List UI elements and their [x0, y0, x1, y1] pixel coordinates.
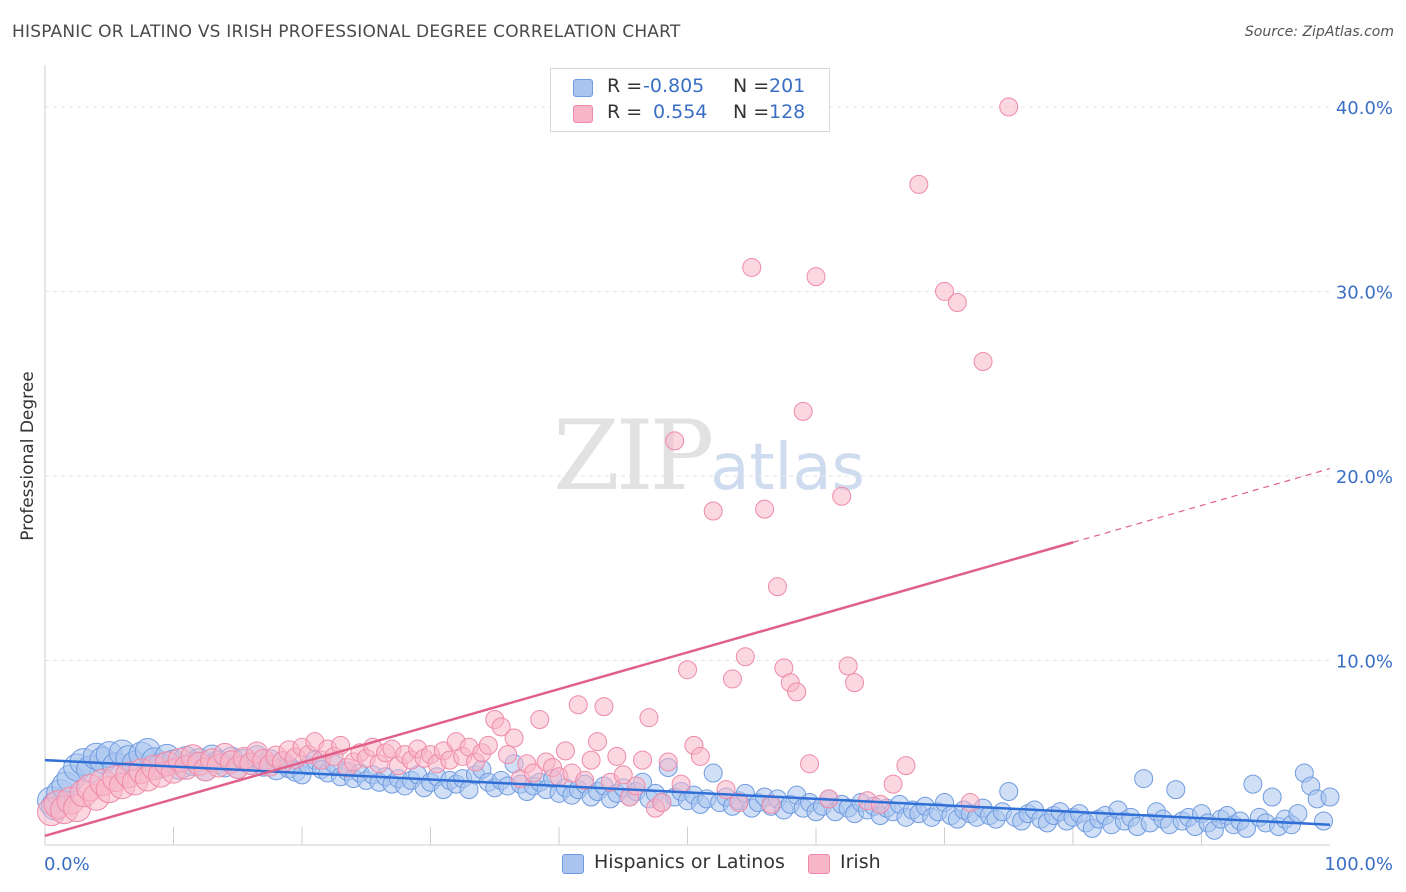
irish-trend-extension	[1072, 467, 1331, 543]
correlation-legend: R = -0.805 N = 201 R = 0.554 N = 128	[550, 68, 830, 132]
irish-point	[742, 257, 762, 277]
irish-point	[806, 267, 826, 287]
irish-point	[639, 708, 659, 728]
hispanic-point	[1166, 780, 1186, 800]
legend-r-value: -0.805	[643, 75, 705, 97]
bottom-legend-label-hispanic: Hispanics or Latinos	[594, 851, 785, 873]
chart-source: Source: ZipAtlas.com	[1244, 24, 1394, 40]
hispanic-trend-line	[44, 758, 1331, 826]
irish-point	[555, 741, 575, 761]
irish-point	[613, 765, 633, 785]
irish-point	[845, 673, 865, 693]
bottom-legend-swatch-irish	[808, 854, 830, 874]
watermark: ZIPatlas	[553, 400, 865, 512]
irish-point	[588, 732, 608, 752]
irish-point	[491, 717, 511, 737]
irish-point	[755, 499, 775, 519]
hispanic-point	[1134, 769, 1154, 789]
hispanic-point	[999, 781, 1019, 801]
bottom-legend-label-irish: Irish	[840, 851, 881, 873]
legend-n-value: 128	[769, 101, 806, 123]
irish-point	[703, 501, 723, 521]
legend-swatch-irish	[573, 105, 593, 123]
irish-point	[568, 695, 588, 715]
irish-point	[658, 752, 678, 772]
irish-point	[896, 756, 916, 776]
irish-point	[478, 735, 498, 755]
legend-swatch-hispanic	[573, 79, 593, 97]
irish-point	[960, 793, 980, 813]
irish-point	[594, 697, 614, 717]
series-irish-points	[37, 97, 1019, 827]
y-tick-label: 20.0%	[1336, 467, 1393, 488]
legend-n-label: N =	[733, 75, 770, 97]
irish-point	[581, 750, 601, 770]
hispanic-point	[1320, 787, 1340, 807]
irish-point	[523, 763, 543, 783]
irish-point	[665, 431, 685, 451]
watermark-zip: ZIP	[553, 400, 714, 512]
grid-lines	[45, 106, 1330, 661]
irish-point	[671, 774, 691, 794]
bottom-legend-swatch-hispanic	[562, 854, 584, 874]
irish-point	[870, 794, 890, 814]
y-tick-label: 40.0%	[1336, 98, 1393, 119]
irish-point	[832, 486, 852, 506]
irish-point	[999, 97, 1019, 117]
y-tick-label: 10.0%	[1336, 651, 1393, 672]
x-tick-label: 100.0%	[1324, 854, 1393, 875]
irish-point	[652, 793, 672, 813]
chart-title: HISPANIC OR LATINO VS IRISH PROFESSIONAL…	[12, 22, 681, 42]
irish-point	[575, 770, 595, 790]
irish-point	[504, 728, 524, 748]
axes	[44, 65, 1330, 846]
irish-point	[883, 774, 903, 794]
legend-r-label: R =	[607, 75, 643, 97]
irish-point	[678, 660, 697, 680]
irish-point	[800, 754, 820, 774]
hispanic-point	[703, 763, 723, 783]
hispanic-point	[1243, 774, 1263, 794]
irish-point	[633, 750, 653, 770]
irish-point	[735, 647, 755, 667]
irish-point	[935, 281, 954, 301]
hispanic-point	[1288, 804, 1308, 824]
legend-r-label: R =	[607, 101, 643, 123]
x-tick-label: 0.0%	[44, 854, 90, 875]
irish-trend-line	[44, 541, 1074, 837]
irish-point	[626, 776, 646, 796]
irish-point	[838, 656, 858, 676]
irish-point	[498, 745, 518, 765]
irish-point	[787, 682, 807, 702]
irish-point	[793, 401, 813, 421]
legend-n-value: 201	[769, 75, 806, 97]
irish-point	[729, 793, 749, 813]
hispanic-point	[1314, 811, 1334, 831]
irish-point	[973, 352, 993, 372]
irish-point	[722, 669, 742, 689]
tick-labels: 10.0% 20.0% 30.0% 40.0% 0.0% 100.0%	[44, 98, 1393, 875]
irish-point	[530, 710, 550, 730]
irish-point	[767, 577, 787, 597]
legend-n-label: N =	[733, 101, 770, 123]
irish-point	[690, 746, 710, 766]
trend-lines	[44, 467, 1331, 837]
legend-r-value: 0.554	[653, 101, 708, 123]
irish-point	[947, 293, 967, 312]
hispanic-point	[1262, 787, 1282, 807]
irish-point	[607, 746, 627, 766]
y-tick-label: 30.0%	[1336, 282, 1393, 303]
y-axis-label: Professional Degree	[18, 371, 38, 541]
irish-point	[909, 174, 929, 194]
